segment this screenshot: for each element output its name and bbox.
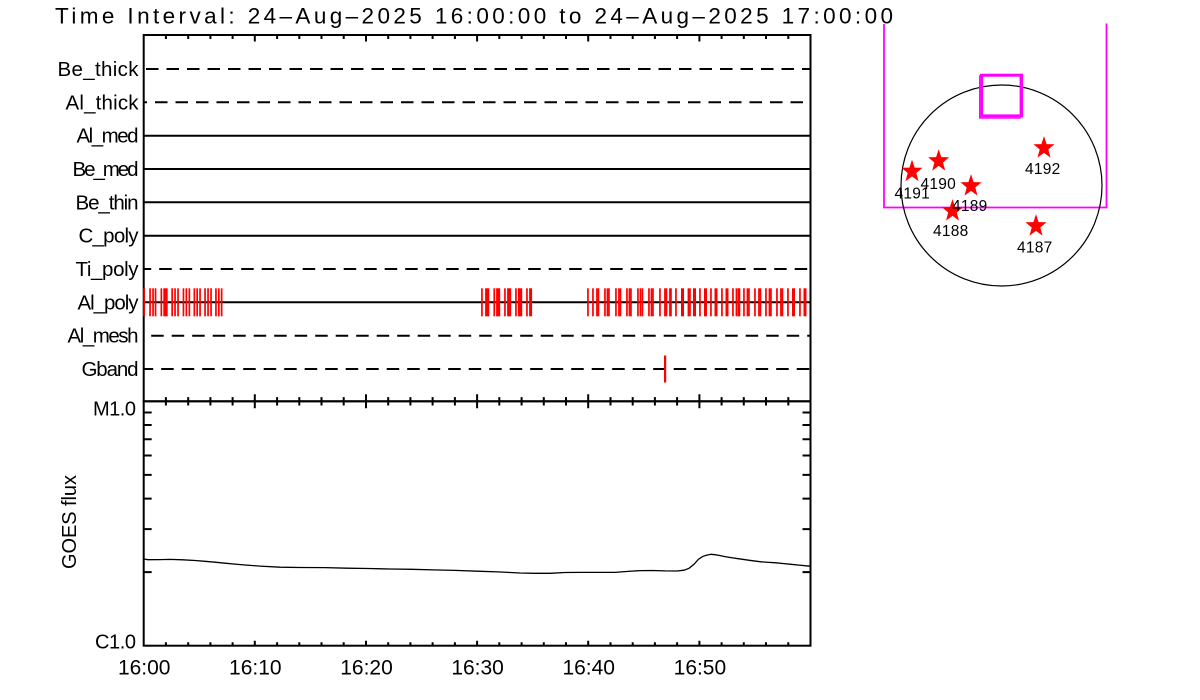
svg-text:16:10: 16:10 (229, 657, 281, 680)
svg-text:16:30: 16:30 (451, 657, 503, 680)
svg-text:4188: 4188 (933, 223, 968, 240)
svg-text:4190: 4190 (921, 176, 957, 193)
svg-text:Be_med: Be_med (73, 158, 139, 181)
svg-text:Ti_poly: Ti_poly (76, 258, 140, 281)
svg-text:Al_thick: Al_thick (66, 91, 140, 114)
svg-text:4187: 4187 (1017, 240, 1052, 257)
svg-text:M1.0: M1.0 (93, 399, 136, 421)
svg-text:4191: 4191 (895, 186, 930, 203)
svg-text:Al_poly: Al_poly (78, 291, 140, 314)
svg-text:16:40: 16:40 (562, 657, 615, 680)
svg-text:16:50: 16:50 (674, 657, 727, 680)
svg-text:Be_thick: Be_thick (58, 58, 140, 81)
svg-text:C1.0: C1.0 (95, 632, 136, 654)
svg-text:Al_med: Al_med (77, 125, 139, 148)
svg-text:Gband: Gband (82, 358, 139, 381)
svg-text:GOES flux: GOES flux (59, 475, 81, 569)
svg-text:4189: 4189 (952, 198, 987, 215)
svg-text:4192: 4192 (1025, 161, 1060, 178)
svg-text:C_poly: C_poly (79, 225, 140, 248)
svg-text:16:20: 16:20 (340, 657, 393, 680)
svg-text:16:00: 16:00 (118, 657, 171, 680)
svg-text:Al_mesh: Al_mesh (68, 325, 139, 348)
svg-text:Be_thin: Be_thin (76, 191, 139, 214)
